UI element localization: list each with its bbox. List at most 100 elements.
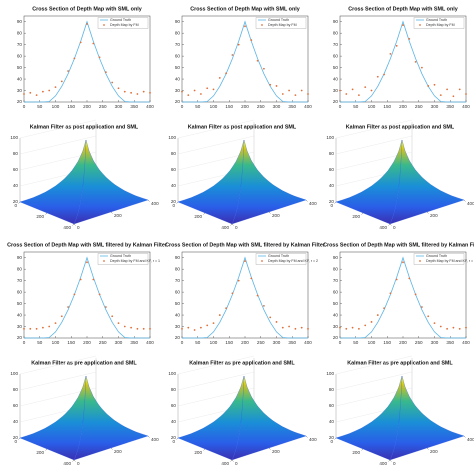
data-point	[288, 89, 290, 92]
data-point	[123, 90, 126, 93]
x-tick-label: 400	[462, 340, 470, 345]
y-tick-label: 20	[333, 99, 339, 104]
data-point	[218, 314, 221, 316]
z-grid	[19, 371, 97, 391]
z-tick-label: 20	[329, 435, 335, 440]
z-tick-label: 20	[171, 199, 177, 204]
legend-box	[256, 253, 306, 259]
x-tick-label: 50	[195, 340, 201, 345]
x-tick	[230, 459, 233, 462]
data-point	[86, 261, 88, 264]
x-tick-label: 250	[415, 104, 423, 109]
y-tick	[463, 199, 466, 202]
data-point	[79, 278, 82, 281]
data-point	[23, 327, 25, 330]
data-point	[200, 93, 202, 95]
y-tick-label: 60	[17, 53, 23, 58]
x-tick-label: 350	[130, 340, 138, 345]
legend-label: Ground Truth	[110, 18, 131, 22]
y-tick-label: 200	[430, 213, 438, 218]
y-tick-label: 30	[175, 88, 181, 93]
data-point	[181, 327, 183, 330]
y-tick-label: 70	[17, 278, 23, 283]
chart-title: Cross Section of Depth Map with SML only	[190, 6, 300, 12]
legend-label: Depth Map by FM	[426, 23, 455, 27]
x-tick-label: 100	[52, 104, 60, 109]
data-point	[60, 315, 63, 318]
x-tick-label: 400	[146, 340, 154, 345]
z-tick-label: 20	[13, 199, 19, 204]
x-tick-label: 0	[330, 203, 333, 208]
y-tick	[73, 459, 76, 462]
data-point	[452, 326, 455, 329]
x-tick-label: 400	[63, 461, 71, 466]
data-point	[433, 322, 436, 324]
data-point	[383, 73, 385, 76]
x-tick-label: 100	[368, 340, 376, 345]
legend-label: Depth Map by FM and KF, r = 2	[268, 259, 318, 263]
y-tick-label: 0	[77, 225, 80, 230]
x-tick-label: 200	[241, 340, 249, 345]
x-tick-label: 300	[431, 104, 439, 109]
y-tick-label: 50	[17, 301, 23, 306]
data-point	[294, 327, 297, 330]
x-tick-label: 300	[115, 340, 123, 345]
chart-title: Cross Section of Depth Map with SML filt…	[323, 242, 474, 248]
data-point	[446, 88, 448, 91]
data-point	[244, 25, 246, 28]
z-grid	[335, 371, 413, 391]
y-tick-label: 30	[333, 88, 339, 93]
legend-box	[98, 253, 148, 259]
legend-box	[256, 17, 306, 23]
data-point	[370, 89, 373, 92]
x-tick-label: 300	[115, 104, 123, 109]
data-point	[35, 327, 38, 330]
x-tick-label: 400	[304, 104, 312, 109]
z-tick-label: 100	[326, 135, 334, 140]
data-point	[105, 71, 107, 74]
y-tick-label: 400	[151, 437, 159, 442]
data-point	[250, 39, 253, 41]
y-tick-label: 50	[175, 301, 181, 306]
data-point	[35, 94, 38, 97]
y-tick-label: 200	[430, 449, 438, 454]
x-tick	[361, 212, 364, 215]
y-tick-label: 60	[333, 289, 339, 294]
data-point	[446, 327, 448, 330]
x-tick-label: 300	[273, 104, 281, 109]
y-tick-label: 90	[333, 19, 339, 24]
z-tick-label: 20	[13, 435, 19, 440]
data-point	[86, 23, 88, 25]
data-point	[111, 315, 114, 318]
z-tick-label: 60	[171, 167, 177, 172]
x-tick-label: 0	[172, 439, 175, 444]
data-point	[67, 70, 69, 72]
x-tick-label: 50	[353, 104, 359, 109]
x-tick	[176, 437, 179, 440]
data-point	[130, 326, 133, 329]
x-tick-label: 0	[23, 104, 26, 109]
plot-area	[339, 15, 467, 103]
data-point	[193, 89, 196, 92]
x-tick	[203, 212, 206, 215]
y-tick-label: 0	[393, 225, 396, 230]
data-point	[136, 93, 139, 95]
y-tick-label: 80	[175, 266, 181, 271]
y-tick-label: 50	[333, 301, 339, 306]
plot-area	[23, 15, 151, 103]
data-point	[117, 322, 120, 324]
z-tick-label: 60	[13, 167, 19, 172]
z-tick-label: 40	[13, 183, 19, 188]
x-tick	[18, 201, 21, 204]
data-point	[23, 93, 25, 95]
legend-swatch	[103, 260, 105, 262]
data-point	[123, 325, 126, 328]
legend-label: Depth Map by FM and KF, r = 1	[110, 259, 160, 263]
y-tick-label: 0	[235, 225, 238, 230]
x-tick-label: 350	[288, 104, 296, 109]
x-tick	[334, 201, 337, 204]
data-point	[339, 89, 341, 92]
chart-title: Cross Section of Depth Map with SML only	[348, 6, 458, 12]
y-tick-label: 90	[17, 255, 23, 260]
